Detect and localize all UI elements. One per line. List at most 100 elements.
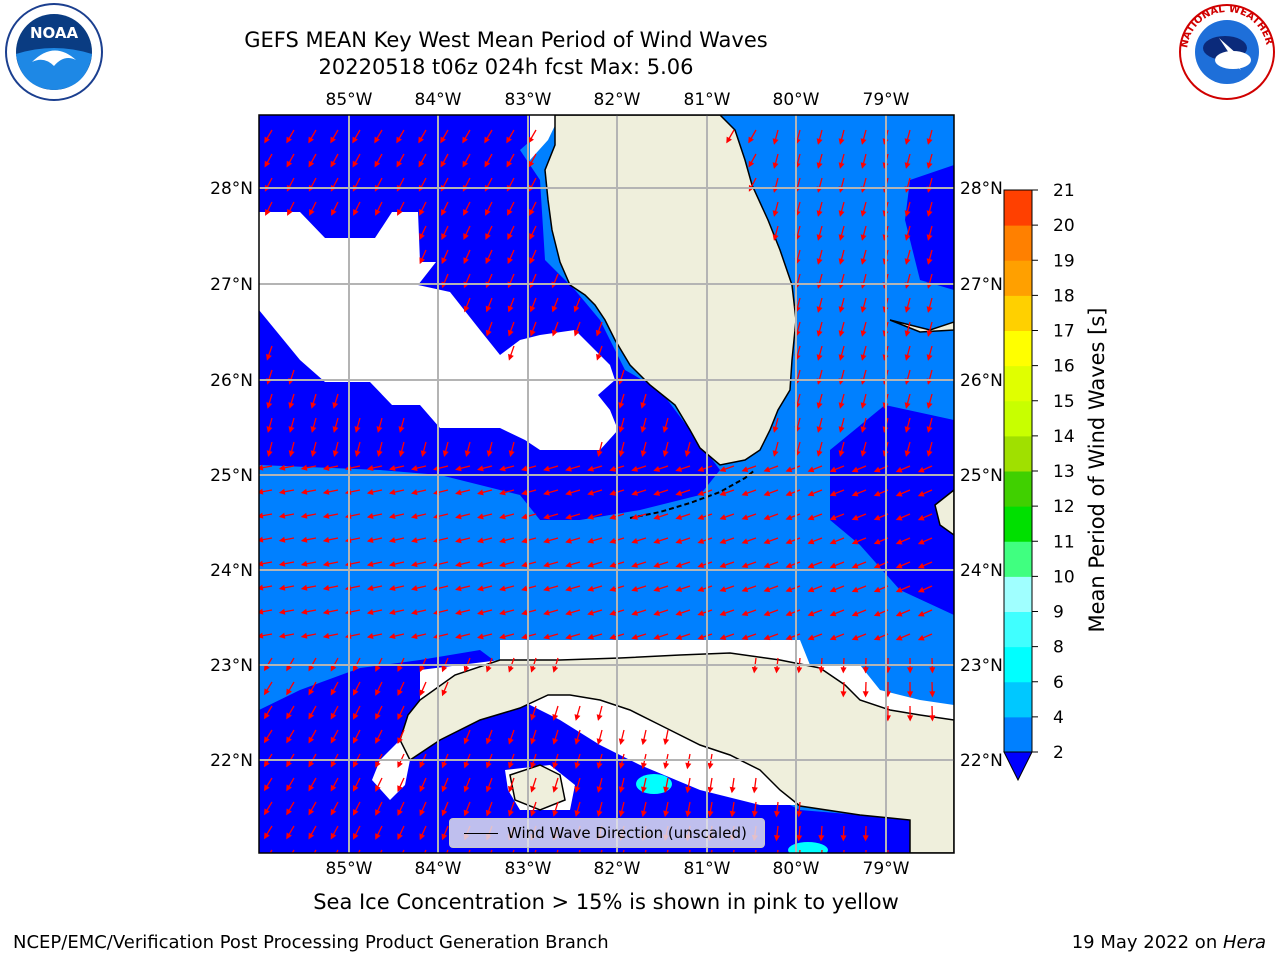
wind-arrow-head <box>929 691 936 698</box>
wind-arrow-head <box>816 306 823 313</box>
wind-arrow-head <box>751 786 758 794</box>
wind-arrow-head <box>860 354 867 361</box>
wind-arrow-head <box>816 354 823 361</box>
wind-arrow-head <box>751 666 758 674</box>
lon-label: 83°W <box>505 90 552 110</box>
wind-arrow-head <box>278 512 286 519</box>
wind-arrow-head <box>506 160 513 168</box>
wind-arrow-head <box>838 426 845 433</box>
wind-arrow-head <box>929 715 936 722</box>
colorbar-swatch <box>1004 611 1032 648</box>
wind-arrow-head <box>763 490 771 497</box>
wind-arrow-head <box>565 489 572 496</box>
wind-arrow <box>468 849 471 853</box>
wind-arrow-head <box>485 809 492 817</box>
wind-arrow-head <box>741 538 749 545</box>
wind-arrow-head <box>507 329 514 337</box>
wind-arrow-head <box>397 785 403 793</box>
wind-arrow-head <box>259 488 264 495</box>
wind-arrow-head <box>895 610 903 617</box>
wind-arrow-head <box>741 610 749 617</box>
wind-arrow <box>357 849 361 853</box>
wind-arrow-head <box>642 859 646 863</box>
wind-arrow-head <box>829 538 837 545</box>
wind-arrow-head <box>587 585 594 592</box>
wind-arrow-head <box>398 450 405 457</box>
wind-arrow-head <box>907 667 914 674</box>
wind-arrow-head <box>287 209 293 216</box>
colorbar-swatch <box>1004 576 1032 612</box>
wind-arrow-head <box>926 330 933 337</box>
wind-arrow-head <box>397 809 403 817</box>
wind-arrow-head <box>419 257 425 265</box>
wind-arrow-head <box>278 608 286 615</box>
wind-arrow <box>490 849 493 853</box>
wind-arrow-head <box>904 330 911 337</box>
map-title: GEFS MEAN Key West Mean Period of Wind W… <box>244 28 768 52</box>
wind-arrow-head <box>640 810 647 818</box>
wind-arrow-head <box>851 586 859 593</box>
wind-arrow-head <box>751 810 758 818</box>
wind-arrow-head <box>374 136 380 144</box>
wind-arrow-head <box>410 513 418 520</box>
wind-arrow-head <box>485 785 492 793</box>
map-frame <box>258 114 955 854</box>
lon-label: 81°W <box>684 859 731 879</box>
wind-arrow-head <box>829 490 837 497</box>
wind-arrow-head <box>785 538 793 545</box>
wind-arrow <box>556 849 559 853</box>
wind-arrow-head <box>309 209 315 216</box>
colorbar-tick-label: 19 <box>1053 251 1075 271</box>
wind-arrow-head <box>330 760 337 768</box>
wind-arrow-head <box>719 634 727 640</box>
wind-arrow-head <box>310 402 317 409</box>
wind-arrow-head <box>719 586 727 592</box>
wind-arrow-head <box>366 633 374 639</box>
wind-arrow-head <box>300 488 308 495</box>
wind-arrow-head <box>873 562 881 569</box>
wind-arrow-head <box>375 713 381 720</box>
wind-arrow-head <box>596 353 602 361</box>
wind-arrow-head <box>263 784 270 792</box>
wind-arrow-head <box>397 665 403 673</box>
wind-arrow-head <box>640 786 647 794</box>
wind-arrow-head <box>904 162 911 169</box>
wind-arrow-head <box>286 160 293 168</box>
wind-arrow-head <box>873 634 881 641</box>
wind-arrow-head <box>609 489 616 496</box>
wind-arrow-head <box>463 233 469 240</box>
wind-arrow-head <box>726 136 732 144</box>
wind-arrow-head <box>374 160 381 168</box>
wind-arrow-head <box>748 136 754 144</box>
wind-arrow-head <box>860 162 867 169</box>
wind-arrow-head <box>565 537 572 544</box>
wind-arrow <box>379 849 383 853</box>
colorbar-tick-label: 8 <box>1053 638 1064 658</box>
wind-arrow-head <box>895 514 903 521</box>
wind-arrow-head <box>675 514 683 520</box>
wind-arrow-head <box>529 209 535 216</box>
wind-arrow-head <box>441 209 447 216</box>
wind-arrow-head <box>259 560 264 567</box>
wind-arrow-head <box>263 832 270 840</box>
wind-arrow-head <box>455 585 462 592</box>
wind-arrow-head <box>729 786 736 794</box>
wind-arrow-head <box>785 466 793 473</box>
colorbar-swatch <box>1004 330 1032 367</box>
graticule <box>259 115 954 853</box>
wind-arrow-head <box>904 354 911 361</box>
wind-arrow-head <box>322 488 330 495</box>
wind-arrow-head <box>330 784 337 792</box>
wind-arrow-head <box>917 610 925 617</box>
wind-arrow-head <box>419 209 425 216</box>
wind-arrow-head <box>785 634 793 641</box>
wind-arrow-head <box>860 138 867 145</box>
wind-arrow-head <box>543 537 550 544</box>
wind-arrow-head <box>807 586 815 593</box>
nws-logo: NATIONAL WEATHER SERVICE <box>1175 2 1275 100</box>
wind-arrow-head <box>840 667 847 674</box>
wind-arrow-head <box>653 634 661 640</box>
wind-arrow-head <box>904 234 911 241</box>
wind-arrow-head <box>332 450 339 457</box>
wind-arrow-head <box>286 736 292 744</box>
